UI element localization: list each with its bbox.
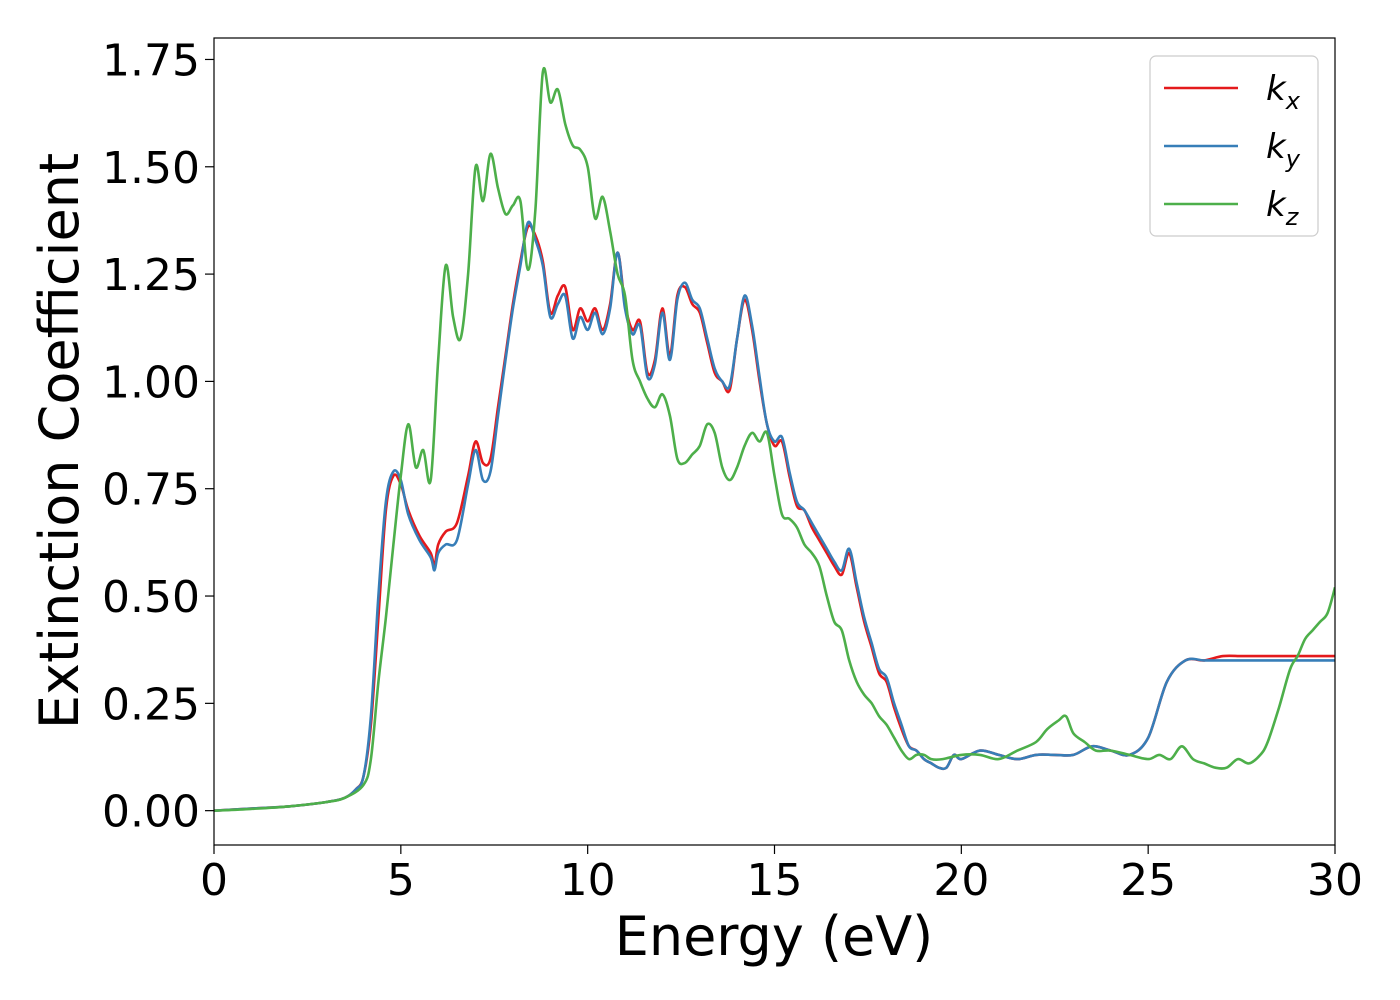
series-line-ky <box>214 220 1335 812</box>
y-tick-label: 1.75 <box>102 35 200 86</box>
x-tick-label: 25 <box>1120 855 1176 906</box>
x-tick-label: 20 <box>933 855 989 906</box>
y-axis-label: Extinction Coefficient <box>28 153 91 729</box>
y-tick-label: 1.00 <box>102 357 200 408</box>
x-tick-label: 30 <box>1307 855 1363 906</box>
y-tick-label: 0.00 <box>102 787 200 838</box>
x-tick-label: 15 <box>747 855 803 906</box>
legend-label-kx: kx <box>1266 69 1301 115</box>
legend-label-ky: ky <box>1266 127 1301 173</box>
x-tick-label: 5 <box>387 855 415 906</box>
y-tick-label: 0.50 <box>102 572 200 623</box>
y-tick-label: 0.75 <box>102 465 200 516</box>
x-tick-label: 10 <box>560 855 616 906</box>
x-axis-label: Energy (eV) <box>615 905 934 968</box>
series-lines <box>214 67 1335 812</box>
y-tick-label: 1.50 <box>102 143 200 194</box>
series-line-kz <box>214 67 1335 812</box>
y-tick-label: 0.25 <box>102 679 200 730</box>
axis-ticks: 0 5 10 15 20 25 30 0.00 0.25 0.50 0.75 1.00 1.25 1.50… <box>102 35 1363 906</box>
y-tick-label: 1.25 <box>102 250 200 301</box>
x-tick-label: 0 <box>200 855 228 906</box>
series-line-kx <box>214 224 1335 812</box>
